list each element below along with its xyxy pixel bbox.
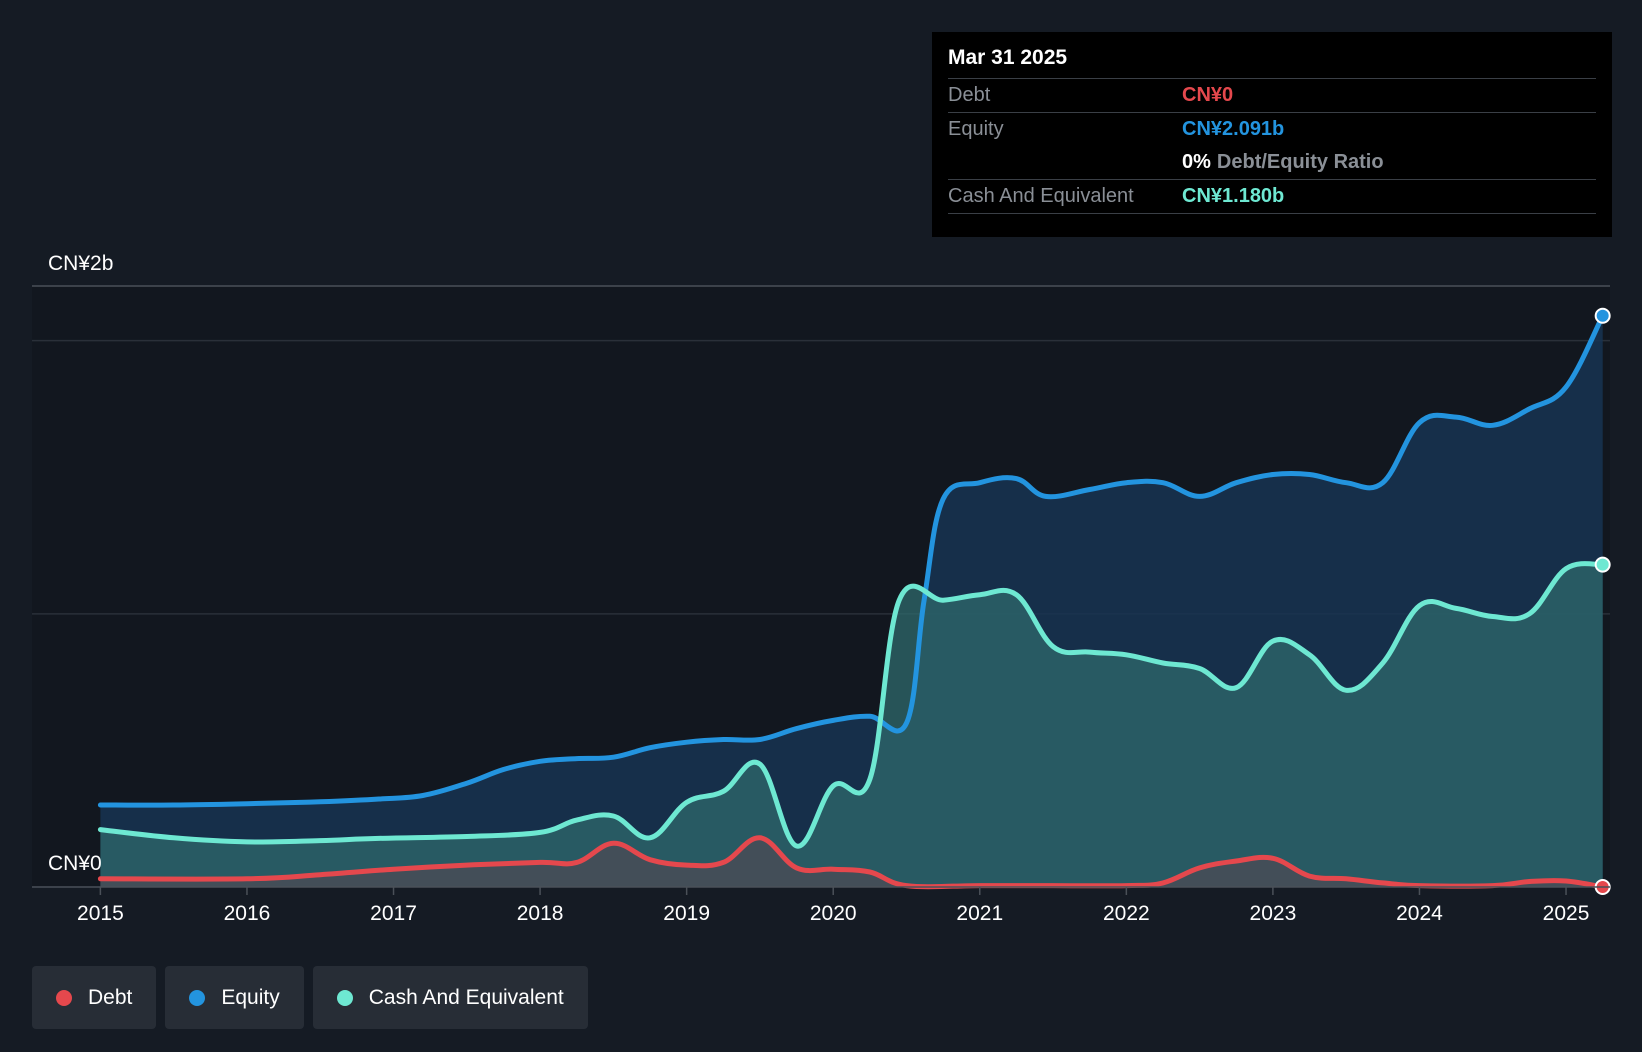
legend-debt-label: Debt (88, 985, 133, 1009)
x-tick-label: 2017 (370, 902, 417, 925)
tooltip-debt-label: Debt (948, 84, 991, 106)
debt-line (97, 835, 1606, 890)
tooltip-ratio-label: Debt/Equity Ratio (1216, 151, 1384, 173)
tooltip-equity-label: Equity (948, 118, 1004, 140)
tooltip-debt-row: Debt CN¥0 (948, 78, 1596, 112)
tooltip-equity-row: Equity CN¥2.091b (948, 112, 1596, 146)
debt-dot-icon (56, 989, 72, 1006)
legend: Debt Equity Cash And Equivalent (32, 966, 597, 1029)
equity-line (97, 313, 1606, 808)
tooltip-equity-value: CN¥2.091b (1182, 118, 1285, 140)
x-tick-label: 2021 (956, 902, 1003, 925)
tooltip-cash-label: Cash And Equivalent (948, 185, 1134, 207)
x-tick-label: 2024 (1396, 902, 1443, 925)
x-tick-label: 2020 (810, 902, 857, 925)
legend-equity-label: Equity (221, 985, 280, 1009)
cash-dot-icon (336, 989, 353, 1006)
tooltip-debt-value: CN¥0 (1182, 84, 1234, 106)
legend-cash-label: Cash And Equivalent (368, 985, 564, 1009)
legend-item-cash[interactable]: Cash And Equivalent (312, 966, 588, 1029)
tooltip: Mar 31 2025 Debt CN¥0 Equity CN¥2.091b 0… (932, 32, 1612, 237)
x-tick-label: 2015 (77, 902, 124, 925)
x-tick-label: 2023 (1250, 902, 1297, 925)
tooltip-ratio-row: 0% Debt/Equity Ratio (948, 146, 1596, 179)
x-tick-label: 2025 (1543, 902, 1590, 925)
cash-area (100, 563, 1603, 887)
tooltip-cash-value: CN¥1.180b (1182, 185, 1285, 207)
x-tick-label: 2019 (663, 902, 710, 925)
equity-dot-icon (189, 989, 206, 1006)
debt-area (100, 837, 1603, 887)
tooltip-cash-row: Cash And Equivalent CN¥1.180b (948, 179, 1596, 214)
cash-line (97, 561, 1606, 849)
tooltip-ratio-value: 0% (1182, 151, 1211, 173)
y-axis-bottom-label: CN¥0 (48, 852, 102, 875)
x-tick-label: 2016 (224, 902, 271, 925)
legend-item-debt[interactable]: Debt (32, 966, 157, 1029)
equity-endpoint[interactable] (1594, 307, 1611, 324)
x-tick-label: 2018 (517, 902, 564, 925)
y-axis-top-label: CN¥2b (48, 252, 113, 275)
tooltip-date: Mar 31 2025 (948, 46, 1068, 69)
cash-endpoint[interactable] (1594, 556, 1611, 573)
x-tick-label: 2022 (1103, 902, 1150, 925)
legend-item-equity[interactable]: Equity (165, 966, 304, 1029)
